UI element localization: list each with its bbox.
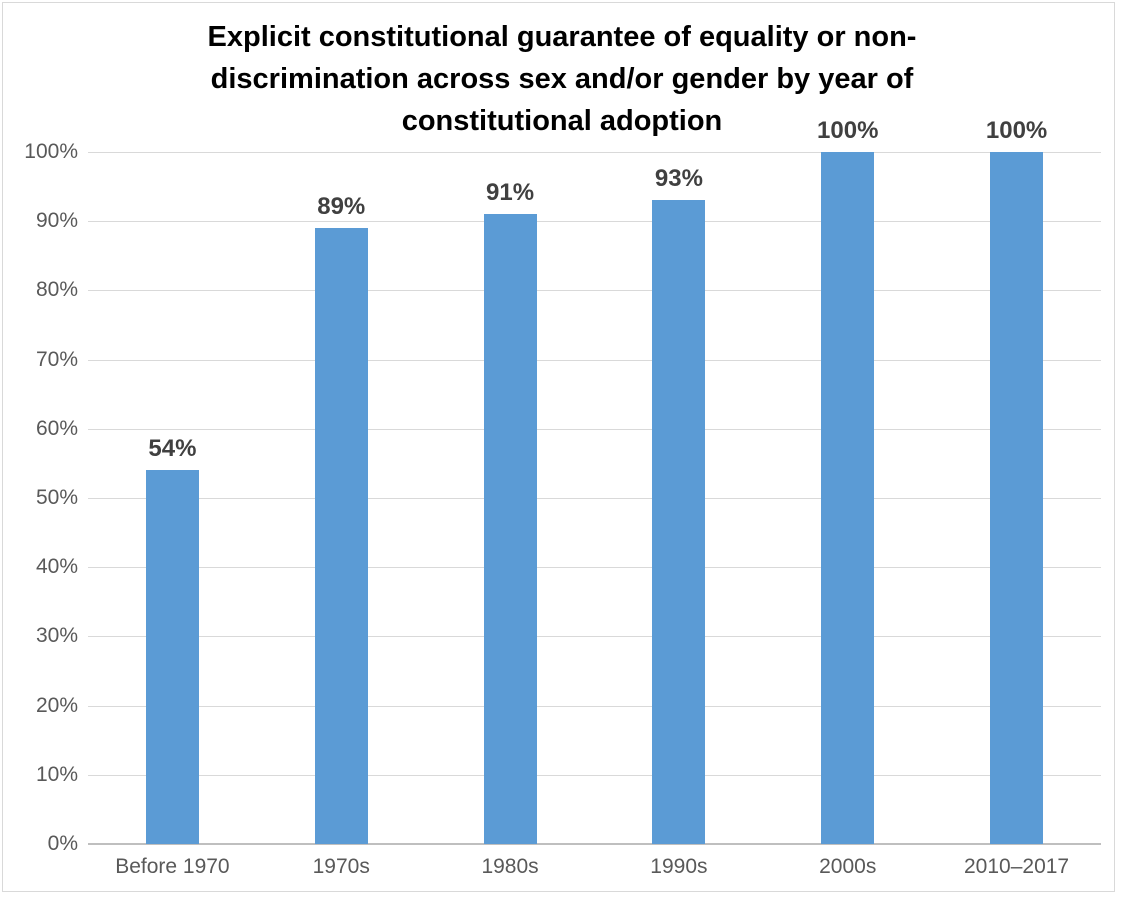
y-axis-tick-label: 10% <box>35 762 78 786</box>
bar-value-label: 54% <box>148 435 197 463</box>
x-axis-category-label: 1990s <box>650 855 708 878</box>
bar-value-label: 93% <box>654 165 703 193</box>
x-axis-category-label: 2000s <box>819 855 877 878</box>
gridline <box>88 221 1101 223</box>
y-axis-tick-label: 100% <box>24 140 78 163</box>
bar-1990s <box>652 200 706 844</box>
bar-2010-2017 <box>990 152 1044 844</box>
x-axis-category-label: 2010–2017 <box>964 855 1070 878</box>
gridline <box>88 705 1101 707</box>
gridline <box>88 359 1101 361</box>
gridline <box>88 152 1101 153</box>
gridline <box>88 636 1101 638</box>
bar-value-label: 100% <box>817 117 879 144</box>
y-axis-tick-label: 30% <box>35 624 78 648</box>
chart-title-line-1: Explicit constitutional guarantee of equ… <box>207 21 917 53</box>
bar-1980s <box>483 214 537 844</box>
bar-before-1970 <box>145 470 199 844</box>
chart-title: Explicit constitutional guarantee of equ… <box>0 16 1124 142</box>
y-axis-tick-label: 0% <box>47 832 78 855</box>
gridline <box>88 428 1101 430</box>
y-axis-tick-label: 20% <box>35 693 78 717</box>
y-axis-tick-label: 70% <box>35 347 78 371</box>
bar-value-label: 91% <box>486 179 535 207</box>
gridline <box>88 498 1101 499</box>
gridline <box>88 567 1101 569</box>
plot-area: 54% 89% 91% 93% 100% 100% <box>88 117 1101 845</box>
y-axis-tick-label: 90% <box>35 209 78 233</box>
bar-1970s <box>314 228 368 844</box>
x-axis-category-label: Before 1970 <box>115 855 230 878</box>
gridline <box>88 290 1101 292</box>
x-axis-category-label: 1980s <box>481 855 539 878</box>
bar-value-label: 89% <box>317 193 366 221</box>
y-axis-tick-label: 60% <box>35 416 78 440</box>
y-axis-tick-label: 80% <box>35 278 78 302</box>
bar-value-label: 100% <box>985 117 1048 144</box>
x-axis-category-label: 1970s <box>312 855 370 878</box>
y-axis-tick-label: 50% <box>35 486 78 509</box>
x-axis-line <box>88 843 1101 845</box>
chart-title-line-3: constitutional adoption <box>401 105 723 137</box>
chart-title-line-2: discrimination across sex and/or gender … <box>210 63 914 95</box>
y-axis-tick-label: 40% <box>35 555 78 579</box>
gridline <box>88 774 1101 776</box>
bar-2000s <box>821 152 875 844</box>
